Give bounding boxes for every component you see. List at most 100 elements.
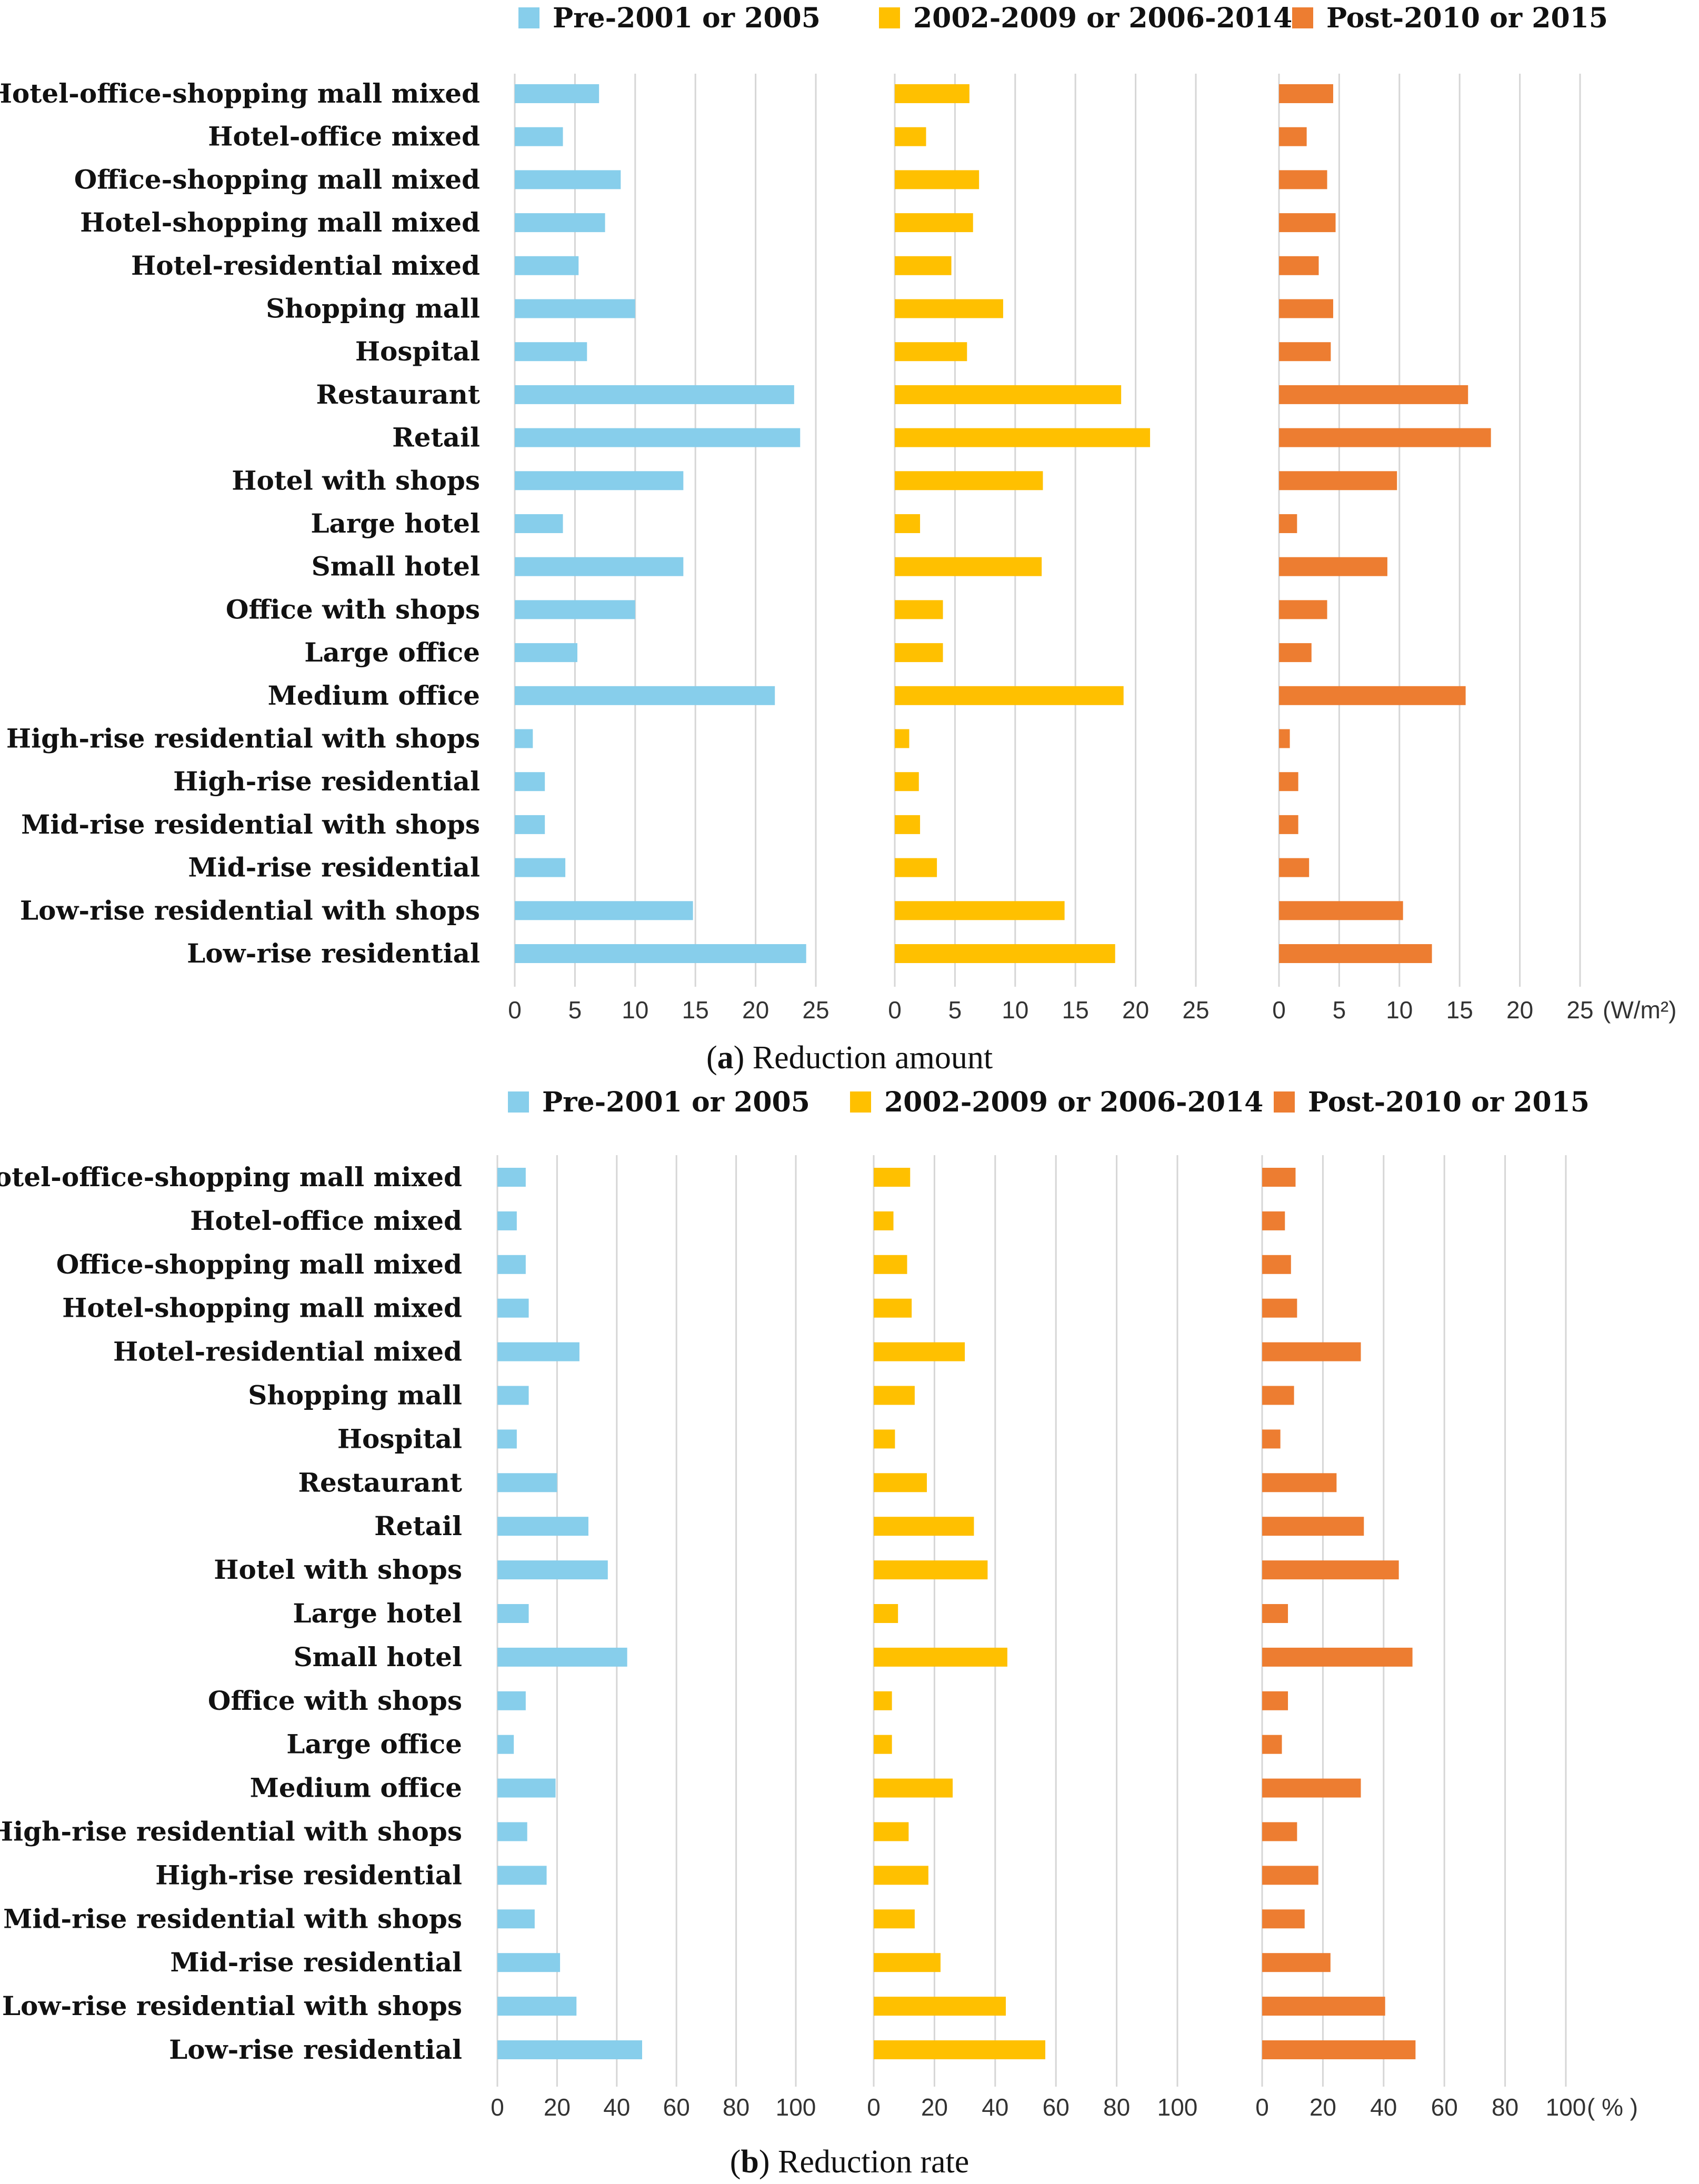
panel-3: 0 5 10 15 20 25 (1272, 74, 1594, 1024)
category-label: Mid-rise residential with shops (21, 809, 480, 840)
bar (895, 557, 1042, 576)
bar (895, 84, 970, 103)
tick-label: 20 (921, 2093, 948, 2121)
legend-swatch (518, 7, 539, 28)
bar (515, 213, 605, 233)
bar (895, 944, 1115, 963)
bar (1279, 858, 1310, 877)
tick-label: 0 (1272, 996, 1286, 1024)
bar (497, 1386, 529, 1405)
caption: (a) Reduction amount (706, 1040, 993, 1076)
category-label: High-rise residential with shops (6, 723, 480, 754)
category-label: High-rise residential with shops (0, 1816, 462, 1847)
bar (515, 815, 545, 834)
bar (497, 1473, 557, 1492)
bar (895, 471, 1043, 490)
category-label: Hotel with shops (232, 465, 480, 496)
category-label: Hotel-residential mixed (131, 250, 480, 281)
tick-label: 25 (802, 996, 829, 1024)
bar (1279, 772, 1298, 792)
legend-swatch (850, 1091, 871, 1113)
bar (515, 729, 533, 748)
bar (1279, 643, 1312, 663)
bar (1262, 1735, 1282, 1754)
bar (515, 471, 684, 490)
bar (497, 1255, 526, 1274)
bar (1262, 1909, 1305, 1929)
bar (1279, 84, 1333, 103)
tick-label: 80 (1492, 2093, 1518, 2121)
category-label: Office-shopping mall mixed (74, 164, 480, 195)
tick-label: 15 (1062, 996, 1089, 1024)
bar (515, 256, 579, 275)
bar (895, 600, 943, 619)
bar (1262, 1255, 1291, 1274)
bar (497, 1822, 527, 1841)
bar (874, 1953, 941, 1972)
bar (874, 1342, 965, 1361)
bar (1262, 1647, 1413, 1667)
bar (1262, 1211, 1285, 1230)
category-label: Small hotel (312, 551, 480, 582)
tick-label: 20 (544, 2093, 571, 2121)
bar (515, 944, 806, 963)
category-label: Hotel-office mixed (190, 1205, 462, 1236)
category-label: Hotel-office-shopping mall mixed (0, 1161, 462, 1193)
bar (1279, 815, 1298, 834)
category-label: Retail (392, 422, 480, 453)
caption: (b) Reduction rate (730, 2144, 970, 2180)
bar (874, 2040, 1046, 2059)
bar (497, 2040, 642, 2059)
bar (497, 1342, 579, 1361)
bar (515, 385, 794, 404)
legend-swatch (1292, 7, 1313, 28)
bar (874, 1386, 915, 1405)
tick-label: 40 (1370, 2093, 1397, 2121)
category-label: Shopping mall (248, 1380, 462, 1411)
panel-1: 0 5 10 15 20 25 (508, 74, 829, 1024)
chart-reduction-rate: Pre-2001 or 2005 2002-2009 or 2006-2014 Po… (0, 1086, 1638, 2180)
tick-label: 15 (1446, 996, 1473, 1024)
bar (497, 1735, 514, 1754)
bar (497, 1778, 556, 1798)
bar (515, 600, 635, 619)
bar (1279, 686, 1466, 705)
legend-label: 2002-2009 or 2006-2014 (884, 1086, 1263, 1118)
bar (1279, 299, 1333, 318)
tick-label: 0 (888, 996, 902, 1024)
bar (1279, 428, 1491, 447)
bar (497, 1866, 547, 1885)
bar (895, 729, 910, 748)
bar (874, 1604, 898, 1623)
bar (1262, 1342, 1361, 1361)
bar (874, 1909, 915, 1929)
tick-label: 10 (1386, 996, 1413, 1024)
bar (874, 1298, 912, 1318)
tick-label: 40 (982, 2093, 1008, 2121)
panel-2: 0 5 10 15 20 25 (888, 74, 1210, 1024)
bar (874, 1517, 974, 1536)
tick-label: 10 (1002, 996, 1028, 1024)
legend: Pre-2001 or 2005 2002-2009 or 2006-2014 Po… (508, 1086, 1590, 1118)
bar (1262, 1168, 1296, 1187)
bar (515, 342, 587, 362)
tick-label: 100 (776, 2093, 816, 2121)
bar (874, 1255, 907, 1274)
bar (1279, 170, 1327, 189)
bar (874, 1691, 892, 1710)
legend-label: 2002-2009 or 2006-2014 (913, 2, 1292, 34)
category-label: Hospital (355, 336, 480, 367)
panel-3: 0 20 40 60 80 100 (1255, 1155, 1586, 2121)
bar (1262, 1778, 1361, 1798)
bar (1279, 901, 1403, 920)
category-label: Hotel-shopping mall mixed (62, 1293, 462, 1324)
chart-reduction-amount: Pre-2001 or 2005 2002-2009 or 2006-2014 Po… (0, 2, 1676, 1076)
bar (515, 686, 775, 705)
bar (1262, 1997, 1385, 2016)
bar (874, 1168, 911, 1187)
bar (515, 127, 563, 146)
bar (1279, 342, 1331, 362)
category-label: Low-rise residential (169, 2034, 462, 2065)
bar (895, 858, 937, 877)
